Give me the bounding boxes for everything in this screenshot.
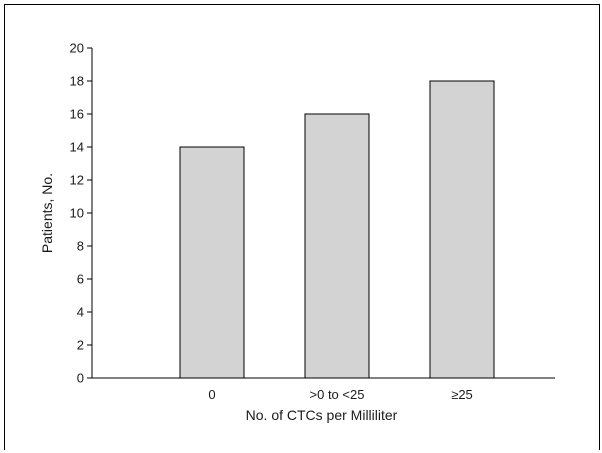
- y-tick-label: 18: [70, 74, 84, 89]
- y-tick-label: 16: [70, 107, 84, 122]
- bars: [179, 80, 495, 379]
- x-tick-label: ≥25: [451, 387, 473, 402]
- y-tick-label: 14: [70, 140, 84, 155]
- y-tick-label: 10: [70, 206, 84, 221]
- y-tick-label: 12: [70, 173, 84, 188]
- y-tick-label: 20: [70, 41, 84, 56]
- y-axis-ticks: 0 2 4 6 8 10 12 14 16 18 20: [70, 41, 92, 386]
- x-tick-label: 0: [208, 387, 215, 402]
- y-tick-label: 2: [77, 338, 84, 353]
- bar: [304, 113, 370, 379]
- y-tick-label: 6: [77, 272, 84, 287]
- y-tick-label: 4: [77, 305, 84, 320]
- figure-frame: [4, 4, 600, 450]
- y-tick-label: 0: [77, 371, 84, 386]
- x-axis-label: No. of CTCs per Milliliter: [246, 407, 398, 423]
- x-axis-tick-labels: 0 >0 to <25 ≥25: [208, 387, 472, 402]
- bar: [429, 80, 495, 379]
- x-tick-label: >0 to <25: [310, 387, 365, 402]
- bar: [179, 146, 245, 379]
- y-axis-label: Patients, No.: [39, 173, 55, 253]
- y-tick-label: 8: [77, 239, 84, 254]
